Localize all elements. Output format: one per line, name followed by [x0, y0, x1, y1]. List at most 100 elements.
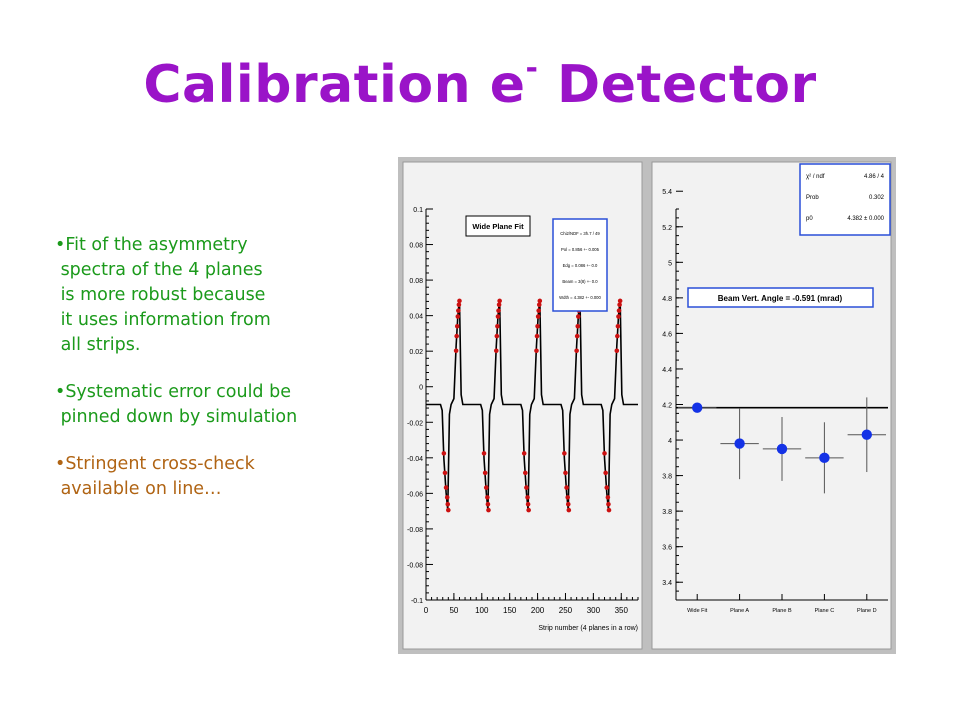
right-data-point [819, 452, 830, 464]
left-data-point [616, 314, 621, 319]
right-plot-title: Beam Vert. Angle = -0.591 (mrad) [718, 294, 843, 303]
bullet-line: it uses information from [55, 310, 271, 330]
left-data-point [562, 451, 567, 456]
right-stats-value: 4.382 ± 0.000 [847, 216, 884, 222]
left-data-point [483, 485, 489, 490]
bullet-line: •Systematic error could be [55, 382, 291, 402]
right-stats-value: 4.86 / 4 [864, 174, 885, 180]
left-x-tick-label: 50 [449, 606, 458, 615]
left-data-point [486, 507, 491, 513]
left-x-axis-label: Strip number (4 planes in a row) [538, 625, 638, 632]
right-stats-label: p0 [806, 216, 813, 222]
right-data-point [861, 429, 872, 440]
left-data-point [604, 485, 610, 490]
left-data-point [445, 501, 451, 507]
left-data-point [485, 495, 490, 500]
right-x-tick-label: Plane A [730, 608, 749, 614]
left-data-point [444, 495, 450, 500]
right-x-tick-label: Wide Fit [687, 608, 708, 614]
left-data-point [564, 485, 569, 490]
right-y-tick-label: 4.8 [662, 296, 672, 303]
title-rest: Detector [538, 55, 817, 115]
left-stats-entry: Beam = 3(8) +- 0.0 [562, 279, 598, 284]
left-data-point [454, 333, 459, 339]
left-stats-entry: Chi2/NDF = 3h.7 / 49 [560, 231, 600, 236]
bullet-line: all strips. [55, 335, 141, 355]
left-data-point [575, 324, 581, 329]
left-x-tick-label: 200 [531, 606, 545, 615]
left-data-point [493, 348, 499, 354]
right-data-point [692, 402, 703, 413]
left-data-point [523, 470, 528, 476]
left-data-point [537, 298, 543, 304]
left-x-tick-label: 300 [587, 606, 601, 615]
left-data-point [574, 348, 579, 354]
left-data-point [535, 314, 541, 319]
left-y-tick-label: -0.08 [407, 527, 423, 534]
left-data-point [605, 495, 611, 500]
left-data-point [496, 302, 502, 308]
left-data-point [535, 324, 540, 329]
right-stats-label: χ² / ndf [806, 174, 825, 180]
left-data-point [603, 470, 608, 476]
left-data-point [454, 324, 460, 329]
left-data-point [525, 501, 531, 507]
right-pad [651, 161, 892, 650]
left-data-point [485, 501, 491, 507]
left-data-point [482, 470, 488, 476]
right-title-box [687, 287, 874, 308]
left-data-point [526, 507, 531, 513]
left-data-point [443, 485, 449, 490]
left-data-point [566, 507, 572, 513]
bullet-item: •Fit of the asymmetry spectra of the 4 p… [55, 233, 375, 358]
right-stats-label: Prob [806, 195, 819, 201]
left-data-point [456, 302, 462, 308]
left-y-tick-label: -0.04 [407, 456, 423, 463]
left-data-point [563, 470, 568, 476]
left-x-tick-label: 350 [615, 606, 629, 615]
left-data-point [534, 348, 539, 354]
bullet-line: is more robust because [55, 285, 266, 305]
left-data-point [565, 501, 571, 507]
right-y-tick-label: 5 [668, 260, 672, 267]
bullet-line: •Fit of the asymmetry [55, 235, 248, 255]
left-y-tick-label: -0.08 [407, 562, 423, 569]
title-main: Calibration e [143, 55, 526, 115]
left-stats-entry: Wdth = 4.382 +- 0.000 [559, 295, 601, 300]
right-stats-value: 0.302 [869, 195, 885, 201]
bullet-line: pinned down by simulation [55, 407, 298, 427]
left-data-point [521, 451, 527, 456]
left-plot-title: Wide Plane Fit [472, 222, 524, 231]
right-y-tick-label: 4.6 [662, 331, 672, 338]
right-y-tick-label: 3.8 [662, 509, 672, 516]
left-data-point [536, 302, 542, 308]
right-x-tick-label: Plane D [857, 608, 877, 614]
left-data-point [481, 451, 487, 456]
left-data-point [495, 324, 500, 329]
left-y-tick-label: 0.08 [409, 278, 423, 285]
left-data-point [497, 298, 502, 304]
plot-panel: -0.1 -0.08 -0.08 -0.06 -0.04 -0.02 0 0.02 0.04 0.… [398, 157, 896, 654]
left-title-box [465, 215, 531, 237]
right-y-tick-label: 5.2 [662, 225, 672, 232]
right-data-point [734, 438, 745, 449]
left-stats-entry: Edg = 0.086 +- 0.0 [563, 263, 598, 268]
left-y-tick-label: -0.1 [411, 598, 423, 605]
right-y-tick-label: 3.4 [662, 580, 672, 587]
bullet-list: •Fit of the asymmetry spectra of the 4 p… [55, 233, 375, 524]
left-x-tick-label: 0 [424, 606, 429, 615]
left-data-point [441, 451, 447, 456]
right-y-tick-label: 4 [668, 438, 672, 445]
left-data-point [576, 314, 581, 319]
bullet-line: available on line… [55, 479, 222, 499]
left-data-point [615, 324, 621, 329]
left-y-tick-label: 0.02 [409, 349, 423, 356]
left-y-tick-label: -0.06 [407, 491, 423, 498]
right-x-tick-label: Plane C [815, 608, 835, 614]
left-data-point [606, 501, 611, 507]
right-y-tick-label: 5.4 [662, 189, 672, 196]
bullet-line: •Stringent cross-check [55, 454, 255, 474]
right-y-tick-label: 4.2 [662, 403, 672, 410]
left-data-point [456, 308, 461, 313]
title-superscript: - [525, 50, 539, 86]
